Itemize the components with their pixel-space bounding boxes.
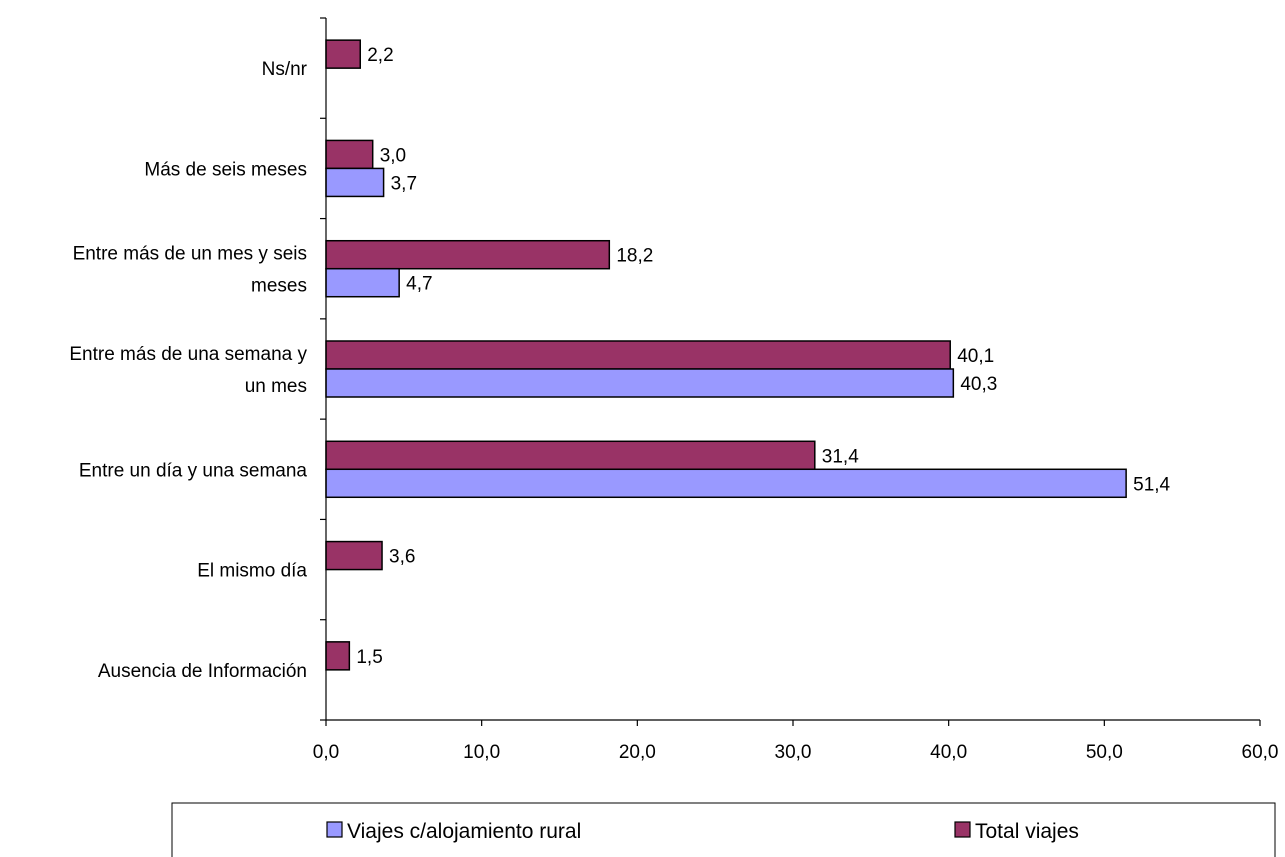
legend-label: Viajes c/alojamiento rural bbox=[347, 820, 581, 843]
category-label: El mismo día bbox=[197, 561, 307, 582]
legend-swatch bbox=[326, 821, 343, 838]
data-label: 40,1 bbox=[957, 346, 994, 367]
axes-layer bbox=[320, 17, 1261, 726]
bar-viajes-rural bbox=[325, 468, 1127, 499]
x-tick-label: 20,0 bbox=[619, 742, 656, 763]
x-tick-label: 60,0 bbox=[1242, 742, 1279, 763]
bar-total-viajes bbox=[325, 139, 374, 170]
data-label: 51,4 bbox=[1133, 474, 1170, 495]
legend-label: Total viajes bbox=[975, 820, 1079, 843]
category-label: Entre más de una semana y bbox=[69, 344, 307, 365]
data-label: 18,2 bbox=[616, 246, 653, 267]
bars-layer bbox=[325, 39, 1127, 671]
data-label: 3,0 bbox=[380, 145, 406, 166]
data-label: 31,4 bbox=[822, 446, 859, 467]
labels-layer: 2,2 Ns/nr 3,0 3,7 Más de seis meses 18,2 4,7 En… bbox=[69, 45, 1278, 763]
data-label: 3,6 bbox=[389, 547, 415, 568]
category-label: Más de seis meses bbox=[144, 159, 307, 180]
category-label: Ns/nr bbox=[262, 59, 308, 80]
x-tick-label: 10,0 bbox=[463, 742, 500, 763]
data-label: 4,7 bbox=[406, 274, 432, 295]
x-tick-label: 50,0 bbox=[1086, 742, 1123, 763]
x-tick-label: 40,0 bbox=[930, 742, 967, 763]
bar-total-viajes bbox=[325, 239, 611, 270]
data-label: 40,3 bbox=[960, 374, 997, 395]
x-tick-label: 30,0 bbox=[775, 742, 812, 763]
x-tick-label: 0,0 bbox=[313, 742, 339, 763]
legend-box bbox=[171, 802, 1276, 857]
data-label: 2,2 bbox=[367, 45, 393, 66]
data-label: 3,7 bbox=[391, 173, 417, 194]
bar-viajes-rural bbox=[325, 167, 385, 198]
bar-viajes-rural bbox=[325, 267, 400, 298]
category-label: Entre un día y una semana bbox=[79, 460, 308, 481]
data-label: 1,5 bbox=[356, 647, 382, 668]
bar-total-viajes bbox=[325, 340, 951, 370]
bar-viajes-rural bbox=[325, 368, 955, 398]
category-label: Ausencia de Información bbox=[98, 661, 307, 682]
category-label: Entre más de un mes y seis bbox=[73, 244, 307, 265]
bar-total-viajes bbox=[325, 540, 383, 571]
legend: Viajes c/alojamiento rural Total viajes bbox=[171, 802, 1276, 857]
bar-total-viajes bbox=[325, 440, 816, 471]
bar-total-viajes bbox=[325, 39, 361, 69]
category-label: meses bbox=[251, 276, 307, 297]
legend-swatch bbox=[954, 821, 971, 838]
category-label: un mes bbox=[245, 376, 307, 397]
bar-total-viajes bbox=[325, 641, 351, 671]
